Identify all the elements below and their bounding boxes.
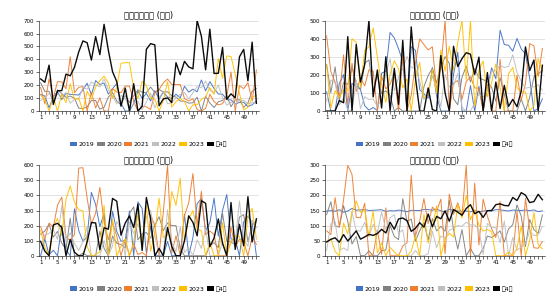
Title: 华北华西工厂 (万吨): 华北华西工厂 (万吨): [410, 156, 459, 165]
Title: 华西南部工厂 (万吨): 华西南部工厂 (万吨): [124, 156, 173, 165]
Legend: 2019, 2020, 2021, 2022, 2023, 近4周: 2019, 2020, 2021, 2022, 2023, 近4周: [356, 286, 513, 292]
Title: 华东华南工厂 (万吨): 华东华南工厂 (万吨): [124, 11, 173, 20]
Legend: 2019, 2020, 2021, 2022, 2023, 近4周: 2019, 2020, 2021, 2022, 2023, 近4周: [70, 141, 227, 147]
Title: 华北华中工厂 (万吨): 华北华中工厂 (万吨): [410, 11, 459, 20]
Legend: 2019, 2020, 2021, 2022, 2023, 近4周: 2019, 2020, 2021, 2022, 2023, 近4周: [356, 141, 513, 147]
Legend: 2019, 2020, 2021, 2022, 2023, 近4周: 2019, 2020, 2021, 2022, 2023, 近4周: [70, 286, 227, 292]
